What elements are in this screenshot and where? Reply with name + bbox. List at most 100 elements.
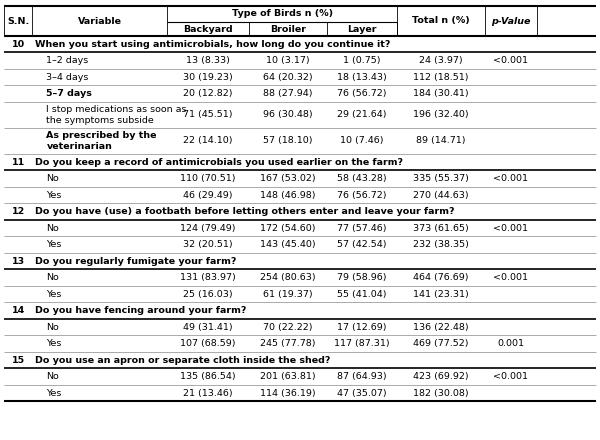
Text: 1 (0.75): 1 (0.75) [343, 56, 381, 65]
Text: 245 (77.78): 245 (77.78) [260, 339, 316, 348]
Text: 131 (83.97): 131 (83.97) [181, 273, 236, 282]
Text: 254 (80.63): 254 (80.63) [260, 273, 316, 282]
Text: 24 (3.97): 24 (3.97) [419, 56, 463, 65]
Text: S.N.: S.N. [7, 16, 29, 26]
Text: 79 (58.96): 79 (58.96) [337, 273, 387, 282]
Text: 47 (35.07): 47 (35.07) [337, 389, 387, 398]
Text: 14: 14 [11, 306, 25, 315]
Text: 110 (70.51): 110 (70.51) [181, 174, 236, 183]
Text: 10: 10 [11, 40, 25, 49]
Text: 15: 15 [11, 356, 25, 365]
Text: 57 (42.54): 57 (42.54) [337, 240, 387, 249]
Text: <0.001: <0.001 [493, 56, 528, 65]
Text: 10 (3.17): 10 (3.17) [266, 56, 310, 65]
Text: Type of Birds n (%): Type of Birds n (%) [232, 10, 333, 18]
Text: 30 (19.23): 30 (19.23) [184, 73, 233, 82]
Text: 184 (30.41): 184 (30.41) [413, 89, 469, 98]
Text: 148 (46.98): 148 (46.98) [260, 191, 316, 200]
Text: 232 (38.35): 232 (38.35) [413, 240, 469, 249]
Text: 71 (45.51): 71 (45.51) [184, 110, 233, 120]
Text: No: No [46, 372, 59, 381]
Text: 46 (29.49): 46 (29.49) [184, 191, 233, 200]
Text: 112 (18.51): 112 (18.51) [413, 73, 469, 82]
Text: 270 (44.63): 270 (44.63) [413, 191, 469, 200]
Text: 3–4 days: 3–4 days [46, 73, 89, 82]
Text: 17 (12.69): 17 (12.69) [337, 323, 387, 332]
Text: 88 (27.94): 88 (27.94) [263, 89, 313, 98]
Text: 49 (31.41): 49 (31.41) [184, 323, 233, 332]
Text: 182 (30.08): 182 (30.08) [413, 389, 469, 398]
Text: Yes: Yes [46, 240, 62, 249]
Text: 107 (68.59): 107 (68.59) [181, 339, 236, 348]
Text: 167 (53.02): 167 (53.02) [260, 174, 316, 183]
Text: No: No [46, 174, 59, 183]
Text: 172 (54.60): 172 (54.60) [260, 224, 316, 233]
Text: 55 (41.04): 55 (41.04) [337, 290, 387, 299]
Text: Total n (%): Total n (%) [412, 16, 470, 26]
Text: 1–2 days: 1–2 days [46, 56, 89, 65]
Text: 76 (56.72): 76 (56.72) [337, 191, 387, 200]
Text: 12: 12 [11, 207, 25, 216]
Text: 13: 13 [11, 257, 25, 266]
Text: 117 (87.31): 117 (87.31) [334, 339, 390, 348]
Text: Yes: Yes [46, 290, 62, 299]
Text: p-Value: p-Value [491, 16, 530, 26]
Text: 11: 11 [11, 158, 25, 167]
Text: 96 (30.48): 96 (30.48) [263, 110, 313, 120]
Text: 143 (45.40): 143 (45.40) [260, 240, 316, 249]
Text: Variable: Variable [78, 16, 122, 26]
Text: 0.001: 0.001 [497, 339, 524, 348]
Text: <0.001: <0.001 [493, 372, 528, 381]
Text: 61 (19.37): 61 (19.37) [263, 290, 313, 299]
Text: 64 (20.32): 64 (20.32) [263, 73, 313, 82]
Text: No: No [46, 323, 59, 332]
Text: No: No [46, 224, 59, 233]
Text: <0.001: <0.001 [493, 224, 528, 233]
Text: When you start using antimicrobials, how long do you continue it?: When you start using antimicrobials, how… [35, 40, 391, 49]
Text: As prescribed by the
veterinarian: As prescribed by the veterinarian [46, 131, 157, 151]
Text: Yes: Yes [46, 389, 62, 398]
Text: 32 (20.51): 32 (20.51) [184, 240, 233, 249]
Text: No: No [46, 273, 59, 282]
Text: Yes: Yes [46, 339, 62, 348]
Text: 423 (69.92): 423 (69.92) [413, 372, 469, 381]
Text: 141 (23.31): 141 (23.31) [413, 290, 469, 299]
Text: 87 (64.93): 87 (64.93) [337, 372, 387, 381]
Text: Do you regularly fumigate your farm?: Do you regularly fumigate your farm? [35, 257, 237, 266]
Text: 89 (14.71): 89 (14.71) [416, 136, 466, 146]
Text: Backyard: Backyard [184, 25, 233, 33]
Text: 20 (12.82): 20 (12.82) [184, 89, 233, 98]
Text: 21 (13.46): 21 (13.46) [184, 389, 233, 398]
Text: 135 (86.54): 135 (86.54) [181, 372, 236, 381]
Text: 18 (13.43): 18 (13.43) [337, 73, 387, 82]
Text: <0.001: <0.001 [493, 174, 528, 183]
Text: 58 (43.28): 58 (43.28) [337, 174, 387, 183]
Text: 77 (57.46): 77 (57.46) [337, 224, 387, 233]
Text: Do you keep a record of antimicrobials you used earlier on the farm?: Do you keep a record of antimicrobials y… [35, 158, 403, 167]
Text: 464 (76.69): 464 (76.69) [413, 273, 469, 282]
Text: <0.001: <0.001 [493, 273, 528, 282]
Text: 469 (77.52): 469 (77.52) [413, 339, 469, 348]
Text: 196 (32.40): 196 (32.40) [413, 110, 469, 120]
Text: 114 (36.19): 114 (36.19) [260, 389, 316, 398]
Text: Yes: Yes [46, 191, 62, 200]
Text: 76 (56.72): 76 (56.72) [337, 89, 387, 98]
Text: 22 (14.10): 22 (14.10) [184, 136, 233, 146]
Text: Do you use an apron or separate cloth inside the shed?: Do you use an apron or separate cloth in… [35, 356, 331, 365]
Text: 25 (16.03): 25 (16.03) [184, 290, 233, 299]
Text: 335 (55.37): 335 (55.37) [413, 174, 469, 183]
Text: 57 (18.10): 57 (18.10) [263, 136, 313, 146]
Text: 136 (22.48): 136 (22.48) [413, 323, 469, 332]
Text: 29 (21.64): 29 (21.64) [337, 110, 387, 120]
Text: 373 (61.65): 373 (61.65) [413, 224, 469, 233]
Text: Layer: Layer [347, 25, 377, 33]
Text: 201 (63.81): 201 (63.81) [260, 372, 316, 381]
Text: Do you have fencing around your farm?: Do you have fencing around your farm? [35, 306, 247, 315]
Text: I stop medications as soon as
the symptoms subside: I stop medications as soon as the sympto… [46, 105, 187, 125]
Text: 10 (7.46): 10 (7.46) [340, 136, 384, 146]
Text: 5–7 days: 5–7 days [46, 89, 92, 98]
Text: 13 (8.33): 13 (8.33) [187, 56, 230, 65]
Text: Broiler: Broiler [270, 25, 306, 33]
Text: 70 (22.22): 70 (22.22) [263, 323, 313, 332]
Text: Do you have (use) a footbath before letting others enter and leave your farm?: Do you have (use) a footbath before lett… [35, 207, 455, 216]
